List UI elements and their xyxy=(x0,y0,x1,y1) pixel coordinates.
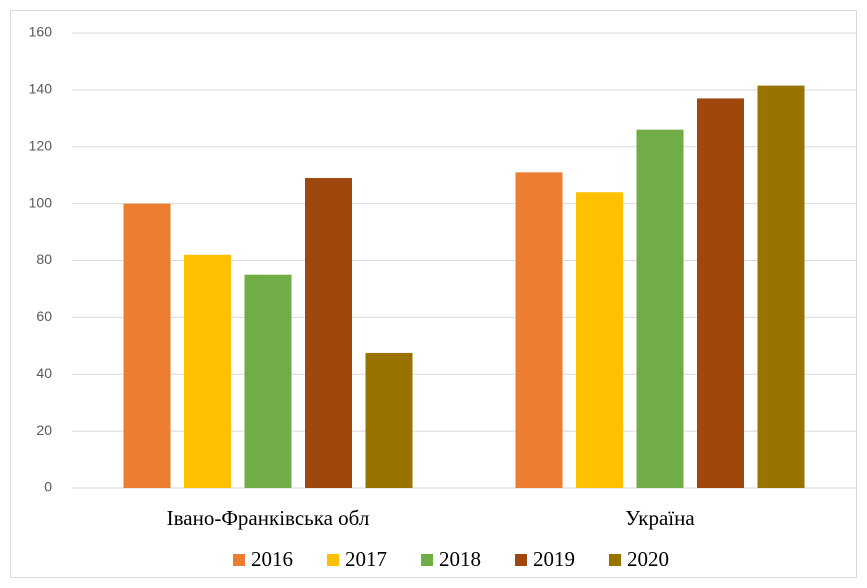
y-tick-label: 80 xyxy=(36,251,52,267)
x-tick-label: Україна xyxy=(625,506,695,530)
legend-label: 2017 xyxy=(345,547,387,571)
y-tick-label: 100 xyxy=(29,194,53,210)
legend-label: 2018 xyxy=(439,547,481,571)
bar xyxy=(365,352,413,488)
legend-swatch xyxy=(327,554,339,566)
bar xyxy=(636,129,684,488)
y-tick-label: 160 xyxy=(29,24,53,40)
bar xyxy=(244,274,292,488)
legend-swatch xyxy=(515,554,527,566)
bar xyxy=(515,172,563,488)
bar xyxy=(576,192,623,488)
y-tick-label: 20 xyxy=(36,422,52,438)
y-tick-label: 40 xyxy=(36,365,52,381)
y-tick-label: 60 xyxy=(36,308,52,324)
legend-label: 2020 xyxy=(627,547,669,571)
x-tick-label: Івано-Франківська обл xyxy=(167,506,370,530)
legend-label: 2019 xyxy=(533,547,575,571)
legend-swatch xyxy=(609,554,621,566)
bar xyxy=(184,254,231,488)
bar xyxy=(305,178,352,488)
y-tick-label: 140 xyxy=(29,81,53,97)
bar xyxy=(757,85,805,488)
y-tick-label: 120 xyxy=(29,137,53,153)
legend-label: 2016 xyxy=(251,547,293,571)
legend-swatch xyxy=(421,554,433,566)
bar xyxy=(123,203,171,488)
y-tick-label: 0 xyxy=(44,479,52,495)
legend-swatch xyxy=(233,554,245,566)
bar xyxy=(697,98,744,488)
